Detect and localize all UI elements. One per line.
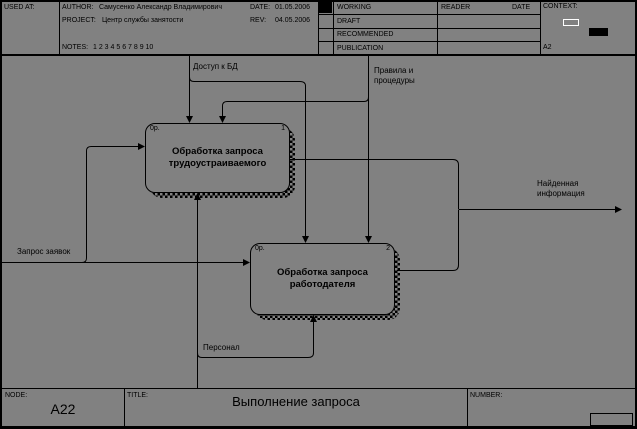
arrow-output-box1[interactable] [290, 159, 459, 210]
arrowhead-rules-branch [219, 116, 226, 123]
activity-2-number: 2 [386, 245, 390, 252]
arrowhead-request [243, 259, 250, 266]
diagram-title: Выполнение запроса [232, 394, 360, 409]
border-right [635, 0, 637, 429]
node-label: NODE: [5, 392, 28, 399]
label-found-info[interactable]: Найденная информация [537, 179, 585, 198]
header-rowline-2 [318, 28, 540, 29]
label-rules[interactable]: Правила и процедуры [374, 66, 415, 85]
activity-1-name: Обработка запроса трудоустраиваемого [168, 146, 267, 169]
activity-2-cost: 0р. [255, 245, 265, 252]
context-current-node-icon [589, 28, 608, 36]
header-separator [0, 54, 637, 56]
node-value: A22 [50, 401, 76, 417]
header-vline-1 [59, 2, 60, 54]
label-db-access[interactable]: Доступ к БД [193, 62, 238, 71]
label-request[interactable]: Запрос заявок [17, 247, 71, 256]
reader-date-label: DATE [512, 4, 531, 11]
project-label: PROJECT: [62, 17, 96, 24]
arrow-output-box2[interactable] [397, 210, 459, 271]
arrowhead-personnel [194, 193, 201, 200]
date-value: 01.05.2006 [275, 4, 311, 11]
arrow-db-access-branch[interactable] [189, 76, 306, 236]
header-rowline-1 [318, 14, 540, 15]
footer-separator [0, 388, 637, 389]
arrowhead-request-branch [138, 143, 145, 150]
author-value: Самусенко Александр Владимирович [99, 4, 222, 11]
arrowhead-db-access-branch [302, 236, 309, 243]
arrow-personnel-branch[interactable] [197, 322, 314, 358]
project-value: Центр службы занятости [102, 17, 184, 24]
status-checkbox-0 [319, 2, 332, 13]
notes-value: 1 2 3 4 5 6 7 8 9 10 [93, 44, 154, 51]
label-personnel[interactable]: Персонал [203, 343, 240, 352]
arrowhead-rules [365, 236, 372, 243]
arrowhead-found-info [615, 206, 622, 213]
footer-vline-2 [467, 389, 468, 427]
used-at-label: USED AT: [4, 4, 35, 11]
status-draft: DRAFT [337, 18, 361, 25]
kit-header: USED AT: AUTHOR: Самусенко Александр Вла… [0, 0, 637, 56]
context-node-value: A2 [543, 44, 552, 51]
number-label: NUMBER: [470, 392, 503, 399]
arrow-rules-branch[interactable] [222, 96, 369, 116]
notes-label: NOTES: [62, 44, 89, 51]
reader-label: READER [441, 4, 471, 11]
arrowhead-personnel-branch [310, 315, 317, 322]
context-label: CONTEXT: [543, 3, 578, 10]
author-label: AUTHOR: [62, 4, 94, 11]
arrowhead-db-access [186, 116, 193, 123]
activity-1-number: 1 [281, 125, 285, 132]
status-working: WORKING [337, 4, 372, 11]
activity-box-2[interactable]: 0р. 2 Обработка запроса работодателя [250, 243, 395, 315]
border-top [0, 0, 637, 2]
rev-label: REV: [250, 17, 267, 24]
activity-2-name: Обработка запроса работодателя [277, 267, 368, 290]
header-vline-5 [540, 2, 541, 54]
activity-box-1[interactable]: 0р. 1 Обработка запроса трудоустраиваемо… [145, 123, 290, 193]
activity-1-cost: 0р. [150, 125, 160, 132]
status-publication: PUBLICATION [337, 45, 384, 52]
border-left [0, 0, 2, 429]
arrow-request-branch[interactable] [81, 146, 138, 263]
header-rowline-3 [318, 41, 540, 42]
status-recommended: RECOMMENDED [337, 31, 394, 38]
date-label: DATE: [250, 4, 271, 11]
number-box [590, 413, 633, 426]
rev-value: 04.05.2006 [275, 17, 311, 24]
context-parent-box-icon [563, 19, 579, 26]
footer-bar: NODE: A22 TITLE: Выполнение запроса NUMB… [0, 388, 637, 429]
border-bottom [0, 426, 637, 429]
title-label: TITLE: [127, 392, 149, 399]
footer-vline-1 [124, 389, 125, 427]
